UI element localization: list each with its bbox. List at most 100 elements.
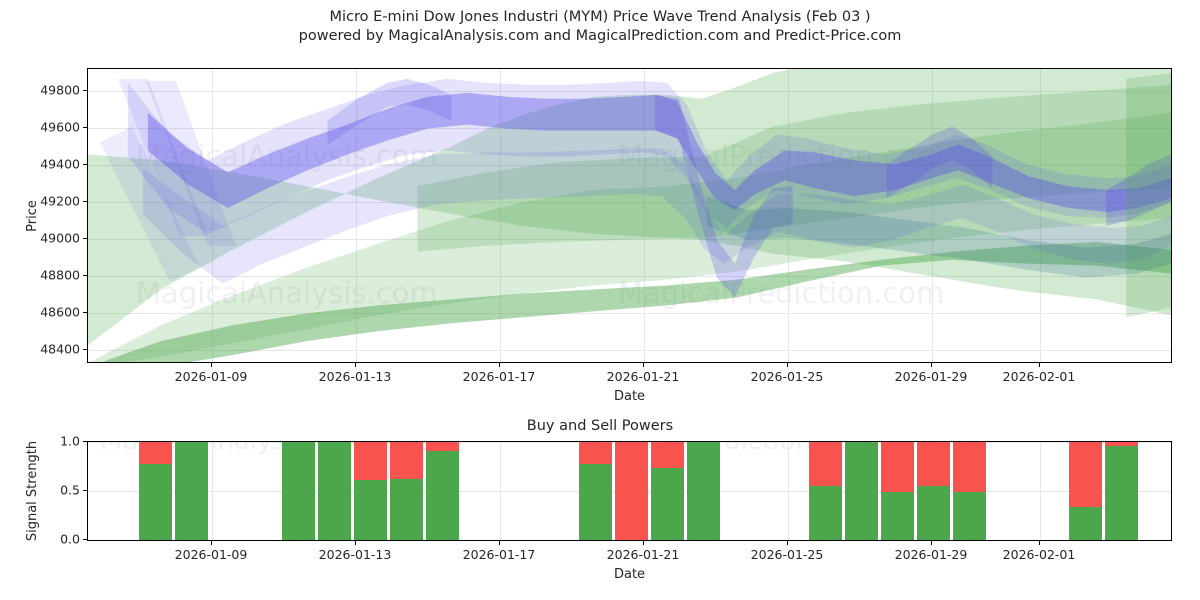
ytick-mark bbox=[83, 349, 87, 350]
gridline-h bbox=[88, 540, 1171, 541]
xtick-label: 2026-02-01 bbox=[1002, 369, 1076, 384]
gridline-h bbox=[88, 276, 1171, 277]
bar-buy-segment[interactable] bbox=[426, 450, 459, 540]
xtick-label: 2026-01-09 bbox=[174, 369, 248, 384]
bar-buy-segment[interactable] bbox=[845, 442, 878, 540]
bar-buy-segment[interactable] bbox=[175, 442, 208, 540]
xtick-mark bbox=[499, 541, 500, 545]
gridline-v bbox=[644, 69, 645, 362]
bar-buy-segment[interactable] bbox=[318, 442, 351, 540]
ytick-mark bbox=[83, 238, 87, 239]
bar-group[interactable] bbox=[354, 442, 387, 540]
bar-sell-segment[interactable] bbox=[354, 442, 387, 481]
bar-sell-segment[interactable] bbox=[579, 442, 612, 464]
buy-sell-title: Buy and Sell Powers bbox=[526, 418, 674, 434]
ytick-mark bbox=[83, 490, 87, 491]
bar-group[interactable] bbox=[282, 442, 315, 540]
bar-group[interactable] bbox=[175, 442, 208, 540]
gridline-v bbox=[1040, 69, 1041, 362]
bar-sell-segment[interactable] bbox=[390, 442, 423, 480]
ytick-label: 0.0 bbox=[60, 531, 80, 547]
bar-group[interactable] bbox=[687, 442, 720, 540]
bar-group[interactable] bbox=[426, 442, 459, 540]
bar-sell-segment[interactable] bbox=[139, 442, 172, 464]
gridline-v bbox=[932, 69, 933, 362]
bar-buy-segment[interactable] bbox=[390, 479, 423, 540]
bar-sell-segment[interactable] bbox=[809, 442, 842, 487]
gridline-h bbox=[88, 128, 1171, 129]
ytick-mark bbox=[83, 275, 87, 276]
xtick-label: 2026-01-29 bbox=[894, 547, 968, 562]
bar-buy-segment[interactable] bbox=[1069, 506, 1102, 540]
blue-spike-wedge bbox=[654, 94, 793, 298]
bar-buy-segment[interactable] bbox=[282, 442, 315, 540]
green-mid-band bbox=[417, 84, 1171, 252]
ytick-mark bbox=[83, 164, 87, 165]
bar-group[interactable] bbox=[651, 442, 684, 540]
buy-sell-plot-area: MagicalAnalysis.com MagicalPrediction.co… bbox=[87, 441, 1172, 541]
gridline-v bbox=[212, 442, 213, 540]
bar-buy-segment[interactable] bbox=[809, 486, 842, 540]
bar-sell-segment[interactable] bbox=[615, 442, 648, 540]
bar-buy-segment[interactable] bbox=[687, 442, 720, 540]
xtick-label: 2026-01-17 bbox=[462, 369, 536, 384]
xtick-label: 2026-01-09 bbox=[174, 547, 248, 562]
bar-group[interactable] bbox=[615, 442, 648, 540]
xtick-mark bbox=[931, 541, 932, 545]
bar-buy-segment[interactable] bbox=[953, 491, 986, 540]
bar-group[interactable] bbox=[953, 442, 986, 540]
price-yaxis-label: Price bbox=[25, 199, 40, 232]
xtick-mark bbox=[355, 363, 356, 367]
xtick-mark bbox=[1039, 541, 1040, 545]
bar-buy-segment[interactable] bbox=[917, 486, 950, 540]
bar-sell-segment[interactable] bbox=[1105, 442, 1138, 446]
green-inner-band bbox=[102, 241, 1171, 362]
bar-buy-segment[interactable] bbox=[651, 468, 684, 540]
blue-right-rise bbox=[1106, 154, 1171, 226]
gridline-v bbox=[788, 442, 789, 540]
bar-group[interactable] bbox=[579, 442, 612, 540]
bar-group[interactable] bbox=[881, 442, 914, 540]
bar-group[interactable] bbox=[390, 442, 423, 540]
bar-sell-segment[interactable] bbox=[651, 442, 684, 469]
bar-buy-segment[interactable] bbox=[1105, 445, 1138, 540]
bar-buy-segment[interactable] bbox=[354, 480, 387, 540]
xtick-label: 2026-01-21 bbox=[606, 369, 680, 384]
bar-buy-segment[interactable] bbox=[139, 463, 172, 540]
bar-buy-segment[interactable] bbox=[579, 463, 612, 540]
xtick-label: 2026-01-25 bbox=[750, 369, 824, 384]
bar-sell-segment[interactable] bbox=[881, 442, 914, 492]
bar-sell-segment[interactable] bbox=[917, 442, 950, 487]
bar-sell-segment[interactable] bbox=[953, 442, 986, 492]
price-wave-trend-chart: MagicalAnalysis.com MagicalPrediction.co… bbox=[25, 68, 1172, 404]
xtick-mark bbox=[643, 541, 644, 545]
page-title: Micro E-mini Dow Jones Industri (MYM) Pr… bbox=[0, 8, 1200, 46]
bar-group[interactable] bbox=[139, 442, 172, 540]
price-plot-area: MagicalAnalysis.com MagicalPrediction.co… bbox=[87, 68, 1172, 363]
bar-group[interactable] bbox=[809, 442, 842, 540]
bar-group[interactable] bbox=[917, 442, 950, 540]
xtick-mark bbox=[1039, 363, 1040, 367]
bars-layer bbox=[88, 442, 1171, 540]
gridline-h bbox=[88, 165, 1171, 166]
gridline-v bbox=[212, 69, 213, 362]
buy-and-sell-powers-chart: MagicalAnalysis.com MagicalPrediction.co… bbox=[25, 434, 1172, 582]
ytick-mark bbox=[83, 90, 87, 91]
ytick-mark bbox=[83, 539, 87, 540]
bar-group[interactable] bbox=[318, 442, 351, 540]
bar-group[interactable] bbox=[1105, 442, 1138, 540]
blue-inner-band bbox=[147, 92, 1171, 213]
bar-group[interactable] bbox=[845, 442, 878, 540]
gridline-v bbox=[1040, 442, 1041, 540]
xtick-mark bbox=[499, 363, 500, 367]
ytick-label: 49600 bbox=[40, 119, 80, 135]
green-outer-band-2 bbox=[89, 112, 1171, 362]
xtick-label: 2026-01-21 bbox=[606, 547, 680, 562]
bar-sell-segment[interactable] bbox=[1069, 442, 1102, 507]
ytick-label: 1.0 bbox=[60, 433, 80, 449]
bar-group[interactable] bbox=[1069, 442, 1102, 540]
xtick-label: 2026-02-01 bbox=[1002, 547, 1076, 562]
bar-sell-segment[interactable] bbox=[426, 442, 459, 451]
bs-xaxis-label: Date bbox=[613, 567, 646, 582]
bar-buy-segment[interactable] bbox=[881, 491, 914, 540]
